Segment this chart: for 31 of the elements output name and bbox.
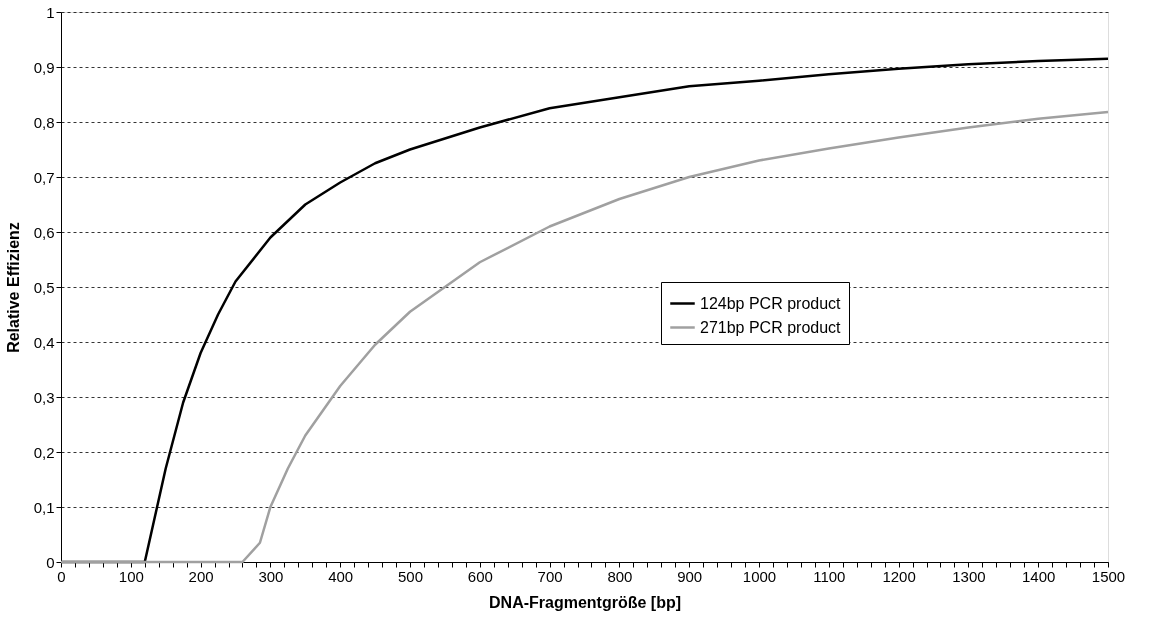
y-tick-label: 0,2	[33, 443, 55, 461]
legend-label: 271bp PCR product	[700, 318, 842, 336]
x-tick-label: 1000	[742, 567, 777, 585]
y-tick-label: 0,3	[33, 388, 55, 406]
x-tick-label: 0	[57, 567, 66, 585]
y-tick-label: 0,6	[33, 223, 55, 241]
y-tick-label: 0,5	[33, 278, 55, 296]
y-tick-label: 1	[46, 3, 55, 21]
x-tick-label: 200	[188, 567, 214, 585]
x-tick-label: 1400	[1022, 567, 1056, 585]
x-tick-label: 1200	[882, 567, 916, 585]
x-tick-label: 300	[258, 567, 284, 585]
x-tick-label: 1500	[1091, 567, 1126, 585]
y-tick-label: 0	[46, 553, 55, 571]
y-tick-label: 0,4	[33, 333, 55, 351]
y-tick-label: 0,9	[33, 58, 55, 76]
x-tick-label: 400	[328, 567, 354, 585]
x-tick-label: 700	[537, 567, 563, 585]
x-tick-label: 800	[607, 567, 633, 585]
x-tick-label: 600	[467, 567, 493, 585]
y-tick-label: 0,7	[33, 168, 55, 186]
x-tick-label: 1300	[952, 567, 986, 585]
x-tick-label: 100	[118, 567, 144, 585]
x-tick-label: 1100	[813, 567, 846, 585]
legend-label: 124bp PCR product	[700, 294, 842, 312]
y-axis-title: Relative Effizienz	[4, 222, 22, 353]
x-tick-label: 500	[397, 567, 424, 585]
x-tick-label: 900	[677, 567, 703, 585]
y-tick-label: 0,8	[33, 113, 55, 131]
y-tick-label: 0,1	[33, 498, 55, 516]
x-axis-title: DNA-Fragmentgröße [bp]	[489, 593, 681, 611]
